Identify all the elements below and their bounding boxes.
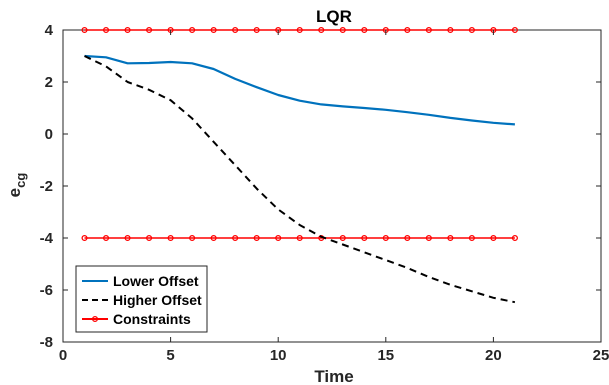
constraint-lower-marker bbox=[468, 234, 475, 242]
x-tick-label: 10 bbox=[270, 347, 287, 364]
y-axis-label-sub: cg bbox=[13, 173, 28, 188]
constraint-lower-marker bbox=[339, 234, 346, 242]
y-tick-label: -8 bbox=[40, 334, 53, 351]
constraint-lower-marker bbox=[404, 234, 411, 242]
y-tick-label: 2 bbox=[45, 74, 53, 91]
constraint-lower-marker bbox=[447, 234, 454, 242]
chart-title: LQR bbox=[316, 7, 352, 26]
series-higher-offset bbox=[84, 55, 516, 304]
constraint-upper-marker bbox=[210, 26, 217, 34]
constraint-upper-marker bbox=[404, 26, 411, 34]
constraint-lower-marker bbox=[490, 234, 497, 242]
y-axis-label-main: e bbox=[5, 188, 24, 197]
constraint-lower-marker bbox=[361, 234, 368, 242]
constraint-upper-marker bbox=[296, 26, 303, 34]
constraint-lower-marker bbox=[253, 234, 260, 242]
legend-marker-2 bbox=[91, 315, 99, 323]
constraint-upper-marker bbox=[124, 26, 131, 34]
series-lower-offset bbox=[84, 54, 515, 126]
y-axis-label: ecg bbox=[5, 173, 28, 198]
constraint-upper-marker bbox=[232, 26, 239, 34]
x-axis-label: Time bbox=[314, 367, 353, 385]
y-tick-label: 0 bbox=[45, 126, 53, 143]
x-tick-label: 0 bbox=[59, 347, 67, 364]
constraint-lower-marker bbox=[296, 234, 303, 242]
constraint-lower-marker bbox=[189, 234, 196, 242]
constraint-upper-marker bbox=[81, 26, 88, 34]
y-tick-label: -2 bbox=[40, 178, 53, 195]
legend: Lower Offset Higher Offset Constraints bbox=[75, 265, 208, 333]
x-tick-label: 15 bbox=[377, 347, 394, 364]
constraint-lower-marker bbox=[81, 234, 88, 242]
constraint-upper-marker bbox=[253, 26, 260, 34]
legend-label-1: Higher Offset bbox=[113, 292, 202, 308]
legend-label-0: Lower Offset bbox=[113, 273, 199, 289]
x-tick-label: 5 bbox=[166, 347, 174, 364]
x-axis: 0 5 10 15 20 25 bbox=[59, 30, 609, 364]
constraint-lower-marker bbox=[167, 234, 174, 242]
plot-area bbox=[62, 26, 602, 343]
constraint-upper-marker bbox=[361, 26, 368, 34]
constraint-lower-marker bbox=[425, 234, 432, 242]
y-tick-label: 4 bbox=[45, 22, 54, 39]
constraint-upper-marker bbox=[146, 26, 153, 34]
constraint-upper-marker bbox=[447, 26, 454, 34]
constraint-upper-marker bbox=[511, 26, 518, 34]
constraint-upper-marker bbox=[189, 26, 196, 34]
y-tick-label: -4 bbox=[40, 230, 54, 247]
constraint-lower-marker bbox=[124, 234, 131, 242]
constraint-lower-marker bbox=[210, 234, 217, 242]
constraint-lower-marker bbox=[382, 234, 389, 242]
constraint-upper-marker bbox=[102, 26, 110, 34]
y-tick-label: -6 bbox=[40, 282, 53, 299]
constraint-upper-marker bbox=[318, 26, 325, 34]
legend-label-2: Constraints bbox=[113, 311, 191, 327]
constraint-lower-marker bbox=[102, 234, 110, 242]
constraint-lower-marker bbox=[275, 234, 282, 242]
constraint-lower-marker bbox=[511, 234, 518, 242]
constraint-lower-marker bbox=[232, 234, 239, 242]
x-tick-label: 20 bbox=[485, 347, 502, 364]
constraint-lower-marker bbox=[146, 234, 153, 242]
constraint-upper-marker bbox=[468, 26, 475, 34]
constraint-upper-marker bbox=[339, 26, 346, 34]
y-axis: -8 -6 -4 -2 0 2 4 bbox=[40, 22, 601, 351]
constraint-upper-marker bbox=[425, 26, 432, 34]
x-tick-label: 25 bbox=[593, 347, 609, 364]
